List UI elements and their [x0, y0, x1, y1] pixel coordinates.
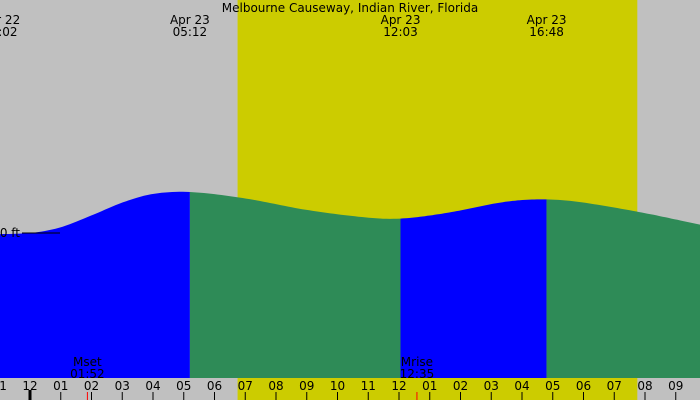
hour-tick-label: 01 [53, 379, 68, 393]
hour-tick-label: 07 [238, 379, 253, 393]
hour-tick-label: 04 [514, 379, 529, 393]
hour-tick-label: 02 [84, 379, 99, 393]
hour-tick-label: 04 [145, 379, 160, 393]
hour-tick-label: 01 [422, 379, 437, 393]
hour-tick-label: 11 [361, 379, 376, 393]
extreme-time-label: 12:03 [383, 25, 418, 39]
tide-segment-falling-4 [546, 199, 700, 378]
hour-axis: 11 12 01 02 03 04 05 06 07 08 09 10 11 12 01 02 03 04 05 06… [0, 379, 683, 400]
hour-tick-label: 05 [176, 379, 191, 393]
hour-tick-label: 06 [576, 379, 591, 393]
hour-tick-label: 02 [453, 379, 468, 393]
moon-event-time: 12:35 [400, 367, 435, 381]
extreme-date-label: Apr 23 [381, 13, 421, 27]
hour-tick-label: 08 [268, 379, 283, 393]
chart-title: Melbourne Causeway, Indian River, Florid… [222, 1, 478, 15]
hour-tick-label: 09 [299, 379, 314, 393]
extreme-time-label: 23:02 [0, 25, 18, 39]
hour-tick-label: 08 [637, 379, 652, 393]
tide-segment-rising-3 [400, 199, 547, 378]
hour-tick-label: 06 [207, 379, 222, 393]
tide-segment-rising-1 [0, 191, 190, 378]
hour-tick-label: 05 [545, 379, 560, 393]
moon-event-name: Mrise [401, 355, 433, 369]
hour-tick-label: 03 [484, 379, 499, 393]
extreme-date-label: Apr 23 [170, 13, 210, 27]
extreme-time-label: 05:12 [173, 25, 208, 39]
hour-tick-label: 03 [115, 379, 130, 393]
extreme-time-label: 16:48 [529, 25, 564, 39]
hour-tick-label: 10 [330, 379, 345, 393]
hour-tick-label: 12 [22, 379, 37, 393]
tide-areas [0, 191, 700, 378]
extreme-date-label: Apr 22 [0, 13, 20, 27]
tide-segment-falling-2 [189, 192, 401, 378]
moon-event-name: Mset [73, 355, 102, 369]
datum-label: 0 ft [0, 226, 20, 240]
moon-event-time: 01:52 [70, 367, 105, 381]
extreme-date-label: Apr 23 [527, 13, 567, 27]
hour-tick-label: 09 [668, 379, 683, 393]
hour-tick-label: 11 [0, 379, 7, 393]
hour-tick-label: 07 [607, 379, 622, 393]
hour-tick-label: 12 [391, 379, 406, 393]
